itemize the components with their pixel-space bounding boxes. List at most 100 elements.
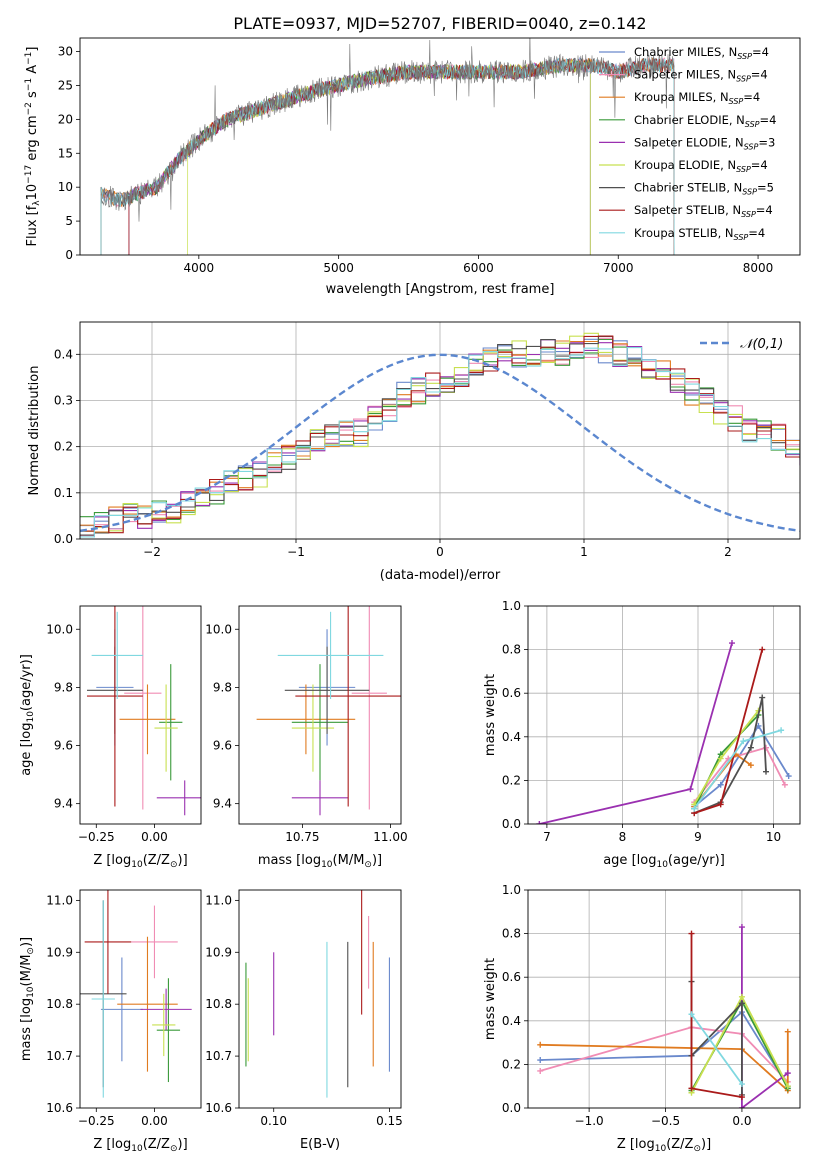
y-tick-label: 9.4 (54, 797, 73, 811)
y-tick-label: 0.4 (502, 1014, 521, 1028)
errorbar-point (140, 988, 192, 1031)
label-part: 10 (656, 860, 668, 870)
y-axis-label: mass weight (483, 674, 498, 756)
plot-frame (79, 605, 202, 825)
plus-marker (688, 930, 695, 937)
model-spectrum-line (128, 58, 591, 255)
legend-sub: SSP (741, 210, 756, 219)
x-tick-label: 8 (619, 830, 627, 844)
y-tick-label: 0.2 (54, 440, 73, 454)
errorbar-point (91, 611, 143, 700)
y-tick-label: 10.0 (205, 622, 232, 636)
legend-sub: SSP (737, 52, 752, 61)
plot-frame (79, 889, 202, 1109)
x-axis-label: mass [log10(M/M⊙)] (258, 853, 382, 870)
residual-histogram (80, 340, 800, 533)
label-part: 10 (25, 184, 40, 201)
legend-entry: Chabrier ELODIE, NSSP=4 (634, 113, 776, 129)
y-tick-label: 0.6 (502, 970, 521, 984)
plus-marker (738, 1094, 745, 1101)
label-part: 10 (26, 986, 36, 998)
y-axis-label: mass weight (483, 958, 498, 1040)
legend-entry: Salpeter MILES, NSSP=4 (634, 68, 768, 84)
errorbar-point (256, 684, 356, 755)
y-tick-label: 10.9 (205, 945, 232, 959)
y-tick-label: 0.8 (502, 643, 521, 657)
y-tick-label: 0.2 (502, 1057, 521, 1071)
model-spectrum-line (128, 58, 591, 255)
label-part: ⊙ (693, 1144, 701, 1154)
plus-marker (537, 1067, 544, 1074)
plus-marker (738, 1081, 745, 1088)
legend-entry: Kroupa MILES, NSSP=4 (634, 90, 760, 106)
label-part: (Z/Z (143, 853, 170, 868)
legend-nssp: =4 (748, 226, 765, 240)
y-tick-label: 25 (58, 78, 73, 92)
residual-histogram (80, 347, 800, 538)
plus-marker (747, 762, 754, 769)
model-spectrum-line (100, 57, 675, 255)
legend-entry: 𝒩(0,1) (740, 337, 783, 352)
legend-nssp: =4 (752, 45, 769, 59)
x-tick-label: 0.00 (141, 1114, 168, 1128)
errorbar-point (291, 664, 349, 781)
legend-sub: SSP (742, 188, 757, 197)
y-tick-label: 0 (65, 248, 73, 262)
x-tick-label: −1.0 (575, 1114, 604, 1128)
spectrum-panel: 4000 5000 6000 7000 8000 0 5 10 15 20 25 30 waveleng… (24, 37, 801, 297)
plus-marker (537, 1057, 544, 1064)
y-tick-label: 11.0 (46, 893, 73, 907)
label-part: −2 (24, 102, 34, 115)
y-tick-label: 10.6 (205, 1101, 232, 1115)
label-part: ⊙ (170, 1144, 178, 1154)
y-tick-label: 0.4 (502, 730, 521, 744)
plus-marker (785, 773, 792, 780)
plot-frame (527, 889, 801, 1109)
series (537, 924, 791, 1108)
errorbar-point (86, 606, 143, 807)
mass-weight-line (690, 1013, 743, 1085)
series (536, 640, 792, 824)
label-part: age [log (19, 723, 34, 776)
y-tick-label: 30 (58, 45, 73, 59)
gaussian-curve (80, 353, 800, 533)
legend-entry: Salpeter ELODIE, NSSP=3 (634, 135, 775, 151)
y-tick-label: 0.4 (54, 347, 73, 361)
errorbar-point (156, 978, 181, 1083)
model-spectrum-line (128, 57, 675, 255)
legend-name: Kroupa STELIB, N (634, 226, 734, 240)
x-axis-label: wavelength [Angstrom, rest frame] (326, 282, 555, 297)
y-tick-label: 10.8 (46, 997, 73, 1011)
errorbar-point (100, 957, 143, 1062)
x-axis-label: (data-model)/error (380, 568, 501, 583)
errorbars (80, 890, 192, 1098)
plot-frame (79, 321, 801, 540)
x-axis-label: Z [log10(Z/Z⊙)] (617, 1137, 711, 1154)
residual-histogram (80, 338, 800, 530)
y-tick-label: 0.3 (54, 393, 73, 407)
plus-marker (688, 1011, 695, 1018)
y-tick-label: 10.8 (205, 997, 232, 1011)
plus-marker (781, 781, 788, 788)
x-tick-label: 0.10 (260, 1114, 287, 1128)
y-tick-label: 0.6 (502, 686, 521, 700)
plus-marker (784, 1028, 791, 1035)
spectrum-lines (100, 38, 675, 255)
label-part: (age/yr)] (19, 654, 34, 711)
errorbar-point (84, 890, 132, 994)
plus-marker (747, 744, 754, 751)
legend-nssp: =5 (757, 181, 774, 195)
errorbar-point (117, 936, 178, 1072)
x-tick-label: 0.15 (376, 1114, 403, 1128)
x-axis-label: Z [log10(Z/Z⊙)] (93, 853, 187, 870)
residual-histogram (80, 335, 800, 536)
y-tick-label: 1.0 (502, 883, 521, 897)
y-axis-label: age [log10(age/yr)] (19, 654, 36, 776)
plus-marker (759, 694, 766, 701)
y-tick-label: 9.8 (213, 680, 232, 694)
errorbar-point (156, 780, 201, 816)
errorbar-point (291, 684, 335, 772)
label-part: ⊙ (170, 860, 178, 870)
